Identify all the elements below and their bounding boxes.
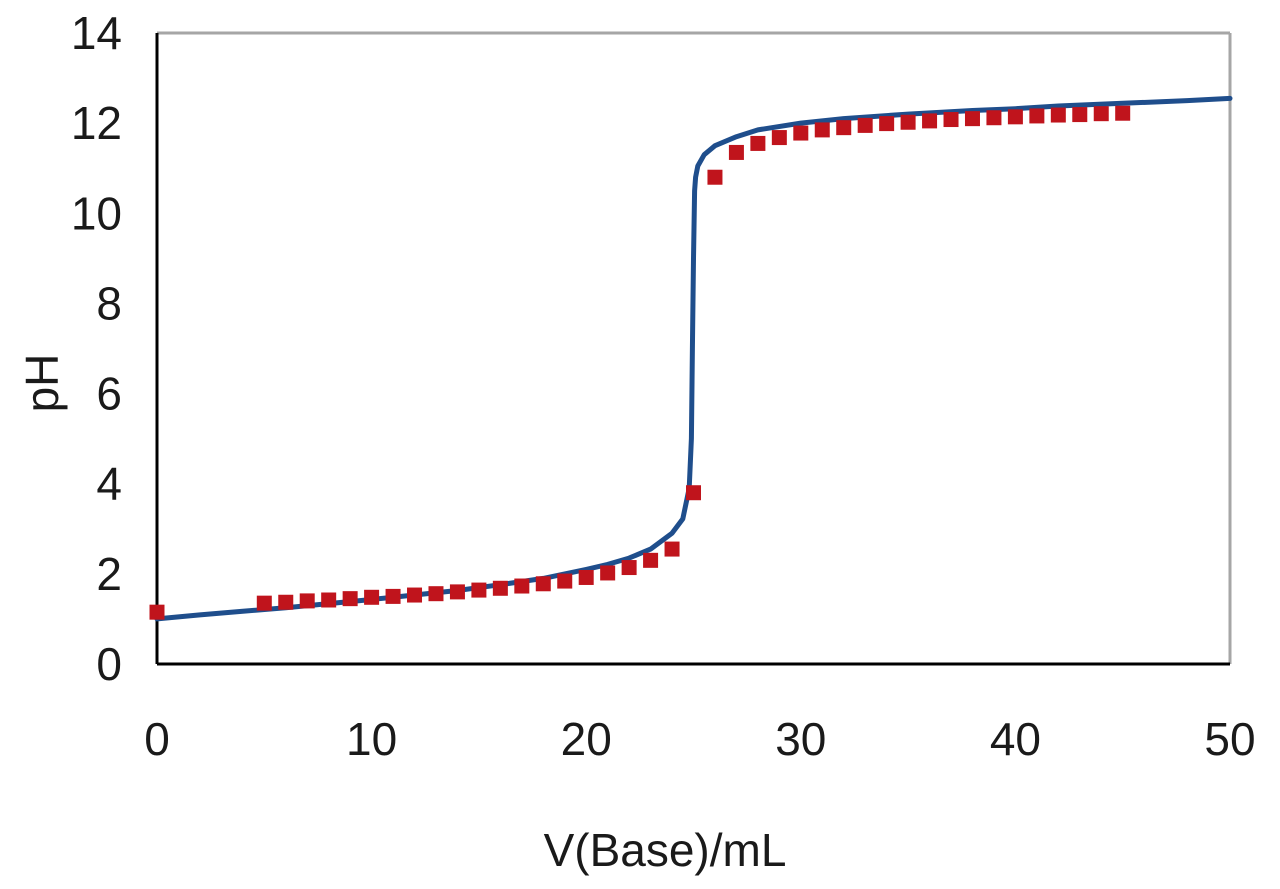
x-tick-label: 20 xyxy=(561,713,612,765)
data-point-marker xyxy=(986,110,1002,126)
data-point-marker xyxy=(278,594,294,610)
data-point-marker xyxy=(943,112,959,128)
x-tick-label: 30 xyxy=(775,713,826,765)
x-axis-title: V(Base)/mL xyxy=(544,824,787,876)
data-point-marker xyxy=(1007,109,1023,125)
data-point-marker xyxy=(321,592,337,608)
data-point-marker xyxy=(557,573,573,589)
x-tick-label: 50 xyxy=(1204,713,1255,765)
y-tick-label: 6 xyxy=(96,368,122,420)
x-tick-label: 10 xyxy=(346,713,397,765)
x-tick-labels: 0 10 20 30 40 50 xyxy=(144,713,1255,765)
y-tick-label: 14 xyxy=(71,7,122,59)
data-point-marker xyxy=(793,125,809,141)
data-point-marker xyxy=(299,593,315,609)
data-point-marker xyxy=(750,135,766,151)
y-tick-label: 4 xyxy=(96,458,122,510)
data-point-marker xyxy=(836,120,852,136)
data-point-marker xyxy=(1050,107,1066,123)
data-point-marker xyxy=(707,169,723,185)
data-point-marker xyxy=(514,578,530,594)
data-point-marker xyxy=(492,580,508,596)
data-markers-layer xyxy=(149,105,1131,620)
data-point-marker xyxy=(857,117,873,133)
data-point-marker xyxy=(407,587,423,603)
x-tick-label: 40 xyxy=(990,713,1041,765)
y-tick-label: 10 xyxy=(71,187,122,239)
data-point-marker xyxy=(643,552,659,568)
y-tick-label: 0 xyxy=(96,638,122,690)
plot-frame xyxy=(155,31,1232,666)
data-point-marker xyxy=(364,589,380,605)
data-point-marker xyxy=(728,144,744,160)
data-point-marker xyxy=(342,591,358,607)
data-point-marker xyxy=(428,586,444,602)
data-point-marker xyxy=(922,113,938,129)
data-point-marker xyxy=(600,565,616,581)
data-point-marker xyxy=(578,569,594,585)
data-point-marker xyxy=(1072,107,1088,123)
data-point-marker xyxy=(256,595,272,611)
y-tick-label: 8 xyxy=(96,277,122,329)
data-point-marker xyxy=(149,604,165,620)
y-tick-label: 12 xyxy=(71,97,122,149)
data-point-marker xyxy=(686,485,701,501)
data-point-marker xyxy=(471,582,487,598)
data-point-marker xyxy=(900,114,916,130)
data-point-marker xyxy=(964,111,980,127)
data-point-marker xyxy=(814,122,830,138)
data-point-marker xyxy=(1115,105,1131,121)
y-tick-label: 2 xyxy=(96,548,122,600)
data-point-marker xyxy=(385,588,401,604)
data-point-marker xyxy=(535,576,551,592)
data-point-marker xyxy=(771,130,787,146)
data-point-marker xyxy=(879,116,895,132)
y-axis-title: pH xyxy=(16,354,68,413)
data-point-marker xyxy=(449,584,465,600)
data-point-marker xyxy=(621,560,637,576)
data-point-marker xyxy=(1093,106,1109,122)
fitted-curve-layer xyxy=(154,95,1233,622)
data-point-marker xyxy=(1029,108,1045,124)
x-tick-label: 0 xyxy=(144,713,170,765)
y-tick-labels: 0 2 4 6 8 10 12 14 xyxy=(71,7,122,690)
fitted-curve xyxy=(154,95,1233,622)
data-point-marker xyxy=(664,541,680,557)
